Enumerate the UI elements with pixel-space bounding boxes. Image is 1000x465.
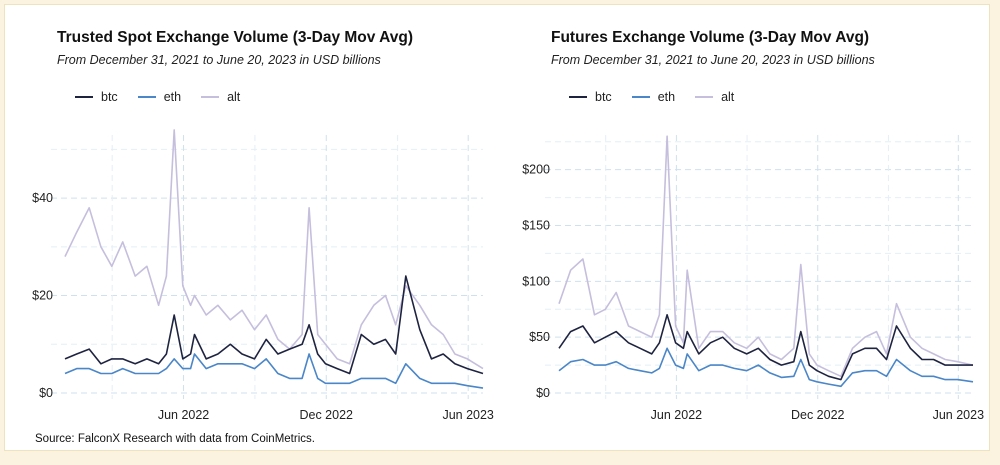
chart-title: Futures Exchange Volume (3-Day Mov Avg) [551, 29, 870, 46]
legend-label-btc: btc [101, 90, 118, 104]
legend-swatch-alt [695, 96, 714, 98]
chart-title: Trusted Spot Exchange Volume (3-Day Mov … [57, 29, 413, 46]
y-tick-label: $0 [536, 386, 550, 400]
x-tick-label: Jun 2022 [651, 408, 702, 422]
legend-item-eth: eth [137, 90, 182, 104]
chart-legend: btc eth alt [75, 89, 260, 105]
series-line-eth [558, 347, 974, 388]
legend-swatch-eth [137, 96, 156, 98]
legend-item-alt: alt [201, 90, 240, 104]
y-tick-label: $50 [529, 330, 550, 344]
legend-swatch-alt [201, 96, 220, 98]
y-tick-label: $20 [32, 289, 53, 303]
report-frame: Trusted Spot Exchange Volume (3-Day Mov … [4, 4, 990, 451]
source-note: Source: FalconX Research with data from … [35, 433, 315, 445]
legend-label-btc: btc [595, 90, 612, 104]
x-tick-label: Dec 2022 [299, 408, 353, 422]
futures-volume-plot: $0 $50 $100 $150 $200 Jun 2022 Dec 2022 Jun 202… [522, 135, 984, 422]
legend-item-btc: btc [569, 90, 612, 104]
x-tick-label: Dec 2022 [791, 408, 845, 422]
legend-item-eth: eth [631, 90, 676, 104]
legend-swatch-btc [75, 96, 93, 98]
x-tick-label: Jun 2023 [442, 408, 493, 422]
legend-label-alt: alt [721, 90, 735, 104]
series-line-eth [64, 353, 484, 389]
y-tick-label: $40 [32, 191, 53, 205]
spot-volume-plot: $0 $20 $40 Jun 2022 Dec 2022 Jun 2023 [32, 129, 494, 422]
spot-volume-panel: Trusted Spot Exchange Volume (3-Day Mov … [5, 5, 495, 425]
chart-legend: btc eth alt [569, 89, 754, 105]
legend-label-eth: eth [657, 90, 676, 104]
grid-lines [545, 135, 973, 399]
series-line-btc [558, 313, 973, 381]
y-tick-label: $0 [39, 386, 53, 400]
x-tick-label: Jun 2023 [933, 408, 984, 422]
chart-subtitle: From December 31, 2021 to June 20, 2023 … [57, 53, 381, 67]
y-tick-label: $200 [522, 163, 550, 177]
legend-item-btc: btc [75, 90, 118, 104]
y-tick-label: $150 [522, 219, 550, 233]
x-tick-label: Jun 2022 [158, 408, 209, 422]
series-line-alt [558, 135, 974, 378]
legend-swatch-btc [569, 96, 587, 98]
legend-swatch-eth [631, 96, 650, 98]
y-tick-label: $100 [522, 274, 550, 288]
legend-label-alt: alt [227, 90, 241, 104]
chart-subtitle: From December 31, 2021 to June 20, 2023 … [551, 53, 875, 67]
legend-label-eth: eth [163, 90, 182, 104]
futures-volume-panel: Futures Exchange Volume (3-Day Mov Avg) … [495, 5, 989, 425]
legend-item-alt: alt [695, 90, 734, 104]
grid-lines [51, 135, 483, 399]
series-line-btc [64, 275, 484, 375]
